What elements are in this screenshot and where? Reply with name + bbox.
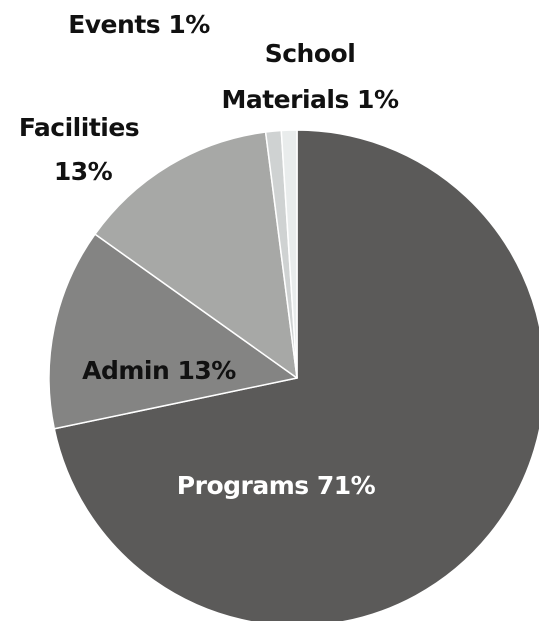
pie-slices [48, 129, 539, 621]
pie-slice-school [280, 129, 298, 379]
label-programs: Programs 71% [177, 471, 376, 500]
label-admin: Admin 13% [82, 356, 236, 385]
label-events: Events 1% [68, 10, 210, 39]
pie-slice-admin [48, 233, 298, 430]
label-facilities-line2: 13% [54, 157, 113, 186]
pie-slice-programs [53, 129, 539, 621]
label-school-line2: Materials 1% [221, 85, 398, 114]
label-school-line1: School [265, 39, 356, 68]
pie-slice-facilities [94, 131, 298, 379]
label-facilities-line1: Facilities [19, 113, 139, 142]
